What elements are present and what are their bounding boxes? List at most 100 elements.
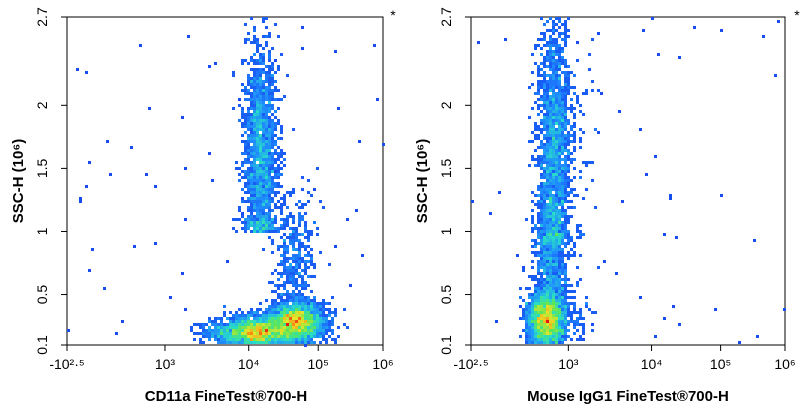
density-cell <box>271 98 274 101</box>
density-cell <box>244 161 247 164</box>
density-cell <box>307 236 310 239</box>
density-cell <box>543 44 546 47</box>
density-cell <box>283 200 286 203</box>
density-cell <box>549 188 552 191</box>
density-cell <box>292 314 295 317</box>
density-cell <box>250 131 253 134</box>
density-cell <box>262 152 265 155</box>
density-cell <box>313 308 316 311</box>
density-cell <box>244 149 247 152</box>
density-cell <box>579 146 582 149</box>
density-cell <box>543 95 546 98</box>
density-cell <box>325 320 328 323</box>
density-cell <box>211 332 214 335</box>
density-cell <box>262 200 265 203</box>
density-cell <box>669 194 672 197</box>
density-cell <box>543 233 546 236</box>
density-cell <box>331 317 334 320</box>
density-cell <box>316 326 319 329</box>
density-cell <box>567 311 570 314</box>
density-cell <box>292 236 295 239</box>
density-cell <box>313 266 316 269</box>
density-cell <box>570 311 573 314</box>
density-cell <box>528 311 531 314</box>
density-cell <box>540 272 543 275</box>
density-cell <box>247 155 250 158</box>
density-cell <box>286 272 289 275</box>
density-cell <box>262 227 265 230</box>
density-cell <box>540 308 543 311</box>
density-cell <box>268 98 271 101</box>
density-cell <box>543 314 546 317</box>
density-cell <box>274 191 277 194</box>
density-cell <box>558 281 561 284</box>
density-cell <box>543 188 546 191</box>
density-cell <box>564 188 567 191</box>
density-cell <box>570 320 573 323</box>
density-cell <box>271 119 274 122</box>
density-cell <box>558 305 561 308</box>
density-cell <box>325 326 328 329</box>
density-cell <box>645 173 648 176</box>
density-cell <box>289 338 292 341</box>
density-cell <box>250 146 253 149</box>
density-cell <box>283 305 286 308</box>
density-cell <box>256 134 259 137</box>
density-cell <box>265 311 268 314</box>
density-cell <box>205 323 208 326</box>
density-cell <box>223 311 226 314</box>
density-cell <box>226 326 229 329</box>
density-cell <box>202 332 205 335</box>
density-cell <box>567 71 570 74</box>
density-cell <box>552 236 555 239</box>
density-cell <box>280 161 283 164</box>
density-cell <box>561 299 564 302</box>
density-cell <box>543 194 546 197</box>
density-cell <box>555 47 558 50</box>
density-cell <box>259 98 262 101</box>
density-cell <box>549 287 552 290</box>
density-cell <box>567 86 570 89</box>
density-cell <box>537 74 540 77</box>
density-cell <box>579 308 582 311</box>
density-cell <box>259 116 262 119</box>
density-cell <box>552 104 555 107</box>
density-cell <box>576 230 579 233</box>
density-cell <box>561 122 564 125</box>
density-cell <box>564 164 567 167</box>
density-cell <box>546 284 549 287</box>
density-cell <box>292 293 295 296</box>
density-cell <box>567 182 570 185</box>
density-cell <box>271 191 274 194</box>
density-cell <box>561 104 564 107</box>
density-cell <box>298 314 301 317</box>
density-cell <box>555 200 558 203</box>
density-cell <box>295 314 298 317</box>
density-cell <box>268 203 271 206</box>
density-cell <box>549 146 552 149</box>
density-cell <box>534 194 537 197</box>
density-cell <box>277 182 280 185</box>
density-cell <box>247 77 250 80</box>
density-cell <box>250 209 253 212</box>
density-cell <box>298 221 301 224</box>
density-cell <box>555 176 558 179</box>
density-cell <box>286 323 289 326</box>
density-cell <box>552 260 555 263</box>
y-tick-label: 2 <box>34 101 50 109</box>
density-cell <box>295 317 298 320</box>
density-cell <box>256 155 259 158</box>
density-cell <box>531 131 534 134</box>
density-cell <box>546 266 549 269</box>
density-cell <box>597 131 600 134</box>
density-cell <box>573 134 576 137</box>
density-cell <box>229 317 232 320</box>
density-cell <box>534 335 537 338</box>
density-cell <box>238 323 241 326</box>
density-cell <box>558 317 561 320</box>
density-cell <box>561 23 564 26</box>
density-cell <box>310 338 313 341</box>
density-cell <box>277 323 280 326</box>
density-cell <box>543 323 546 326</box>
density-cell <box>579 323 582 326</box>
